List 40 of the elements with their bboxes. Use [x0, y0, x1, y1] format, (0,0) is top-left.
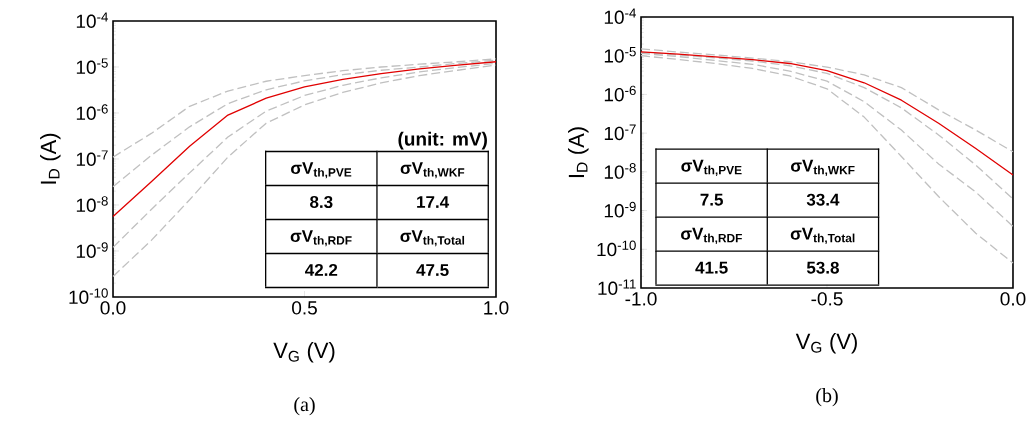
- annotation: 8.3: [310, 195, 333, 209]
- y-tick-label: 10$^{-6}$: [76, 104, 108, 120]
- annotation: σV$_{th,RDF}$: [681, 227, 742, 245]
- x-tick-label: -0.5: [811, 292, 843, 306]
- y-tick-label: 10$^{-7}$: [76, 150, 108, 166]
- x-tick-label: 1.0: [484, 301, 509, 315]
- text: (a): [294, 397, 315, 416]
- y-tick-label: 10$^{-4}$: [604, 8, 636, 24]
- x-tick-label: 0.0: [1000, 292, 1026, 306]
- y-tick-label: 10$^{-5}$: [76, 58, 108, 74]
- annotation: 42.2: [305, 263, 338, 276]
- annotation: σV$_{th,PVE}$: [291, 162, 352, 179]
- annotation: σV$_{th,WKF}$: [400, 162, 465, 179]
- annotation: (unit: mV): [398, 131, 487, 150]
- x-tick-label: 0.5: [292, 301, 317, 315]
- text: (b): [816, 388, 838, 407]
- annotation: 7.5: [700, 193, 723, 206]
- y-tick-label: 10$^{-6}$: [604, 85, 636, 102]
- y-tick-label: 10$^{-4}$: [76, 12, 108, 28]
- y-tick-label: 10$^{-10}$: [597, 240, 636, 257]
- y-tick-label: 10$^{-8}$: [76, 196, 108, 212]
- annotation: σV$_{th,RDF}$: [290, 230, 352, 247]
- annotation: σV$_{th,Total}$: [400, 230, 465, 247]
- x-axis-title: V$_{G}$ (V): [273, 342, 335, 363]
- y-axis-title: I$_{D}$ (A): [40, 133, 61, 184]
- annotation: σV$_{th,PVE}$: [681, 159, 742, 177]
- x-axis-title: V$_{G}$ (V): [795, 333, 857, 354]
- annotation: 33.4: [806, 193, 840, 206]
- y-axis-title: I$_{D}$ (A): [568, 127, 589, 178]
- annotation: 47.5: [416, 264, 449, 277]
- annotation: σV$_{th,Total}$: [790, 227, 855, 245]
- annotation: σV$_{th,WKF}$: [791, 159, 855, 177]
- annotation: 41.5: [695, 261, 728, 274]
- y-tick-label: 10$^{-8}$: [604, 163, 636, 179]
- annotation: 53.8: [806, 261, 839, 274]
- y-tick-label: 10$^{-9}$: [76, 242, 108, 258]
- annotation: 17.4: [417, 196, 450, 208]
- y-tick-label: 10$^{-7}$: [604, 124, 636, 141]
- y-tick-label: 10$^{-5}$: [604, 47, 636, 63]
- y-tick-label: 10$^{-9}$: [604, 201, 636, 218]
